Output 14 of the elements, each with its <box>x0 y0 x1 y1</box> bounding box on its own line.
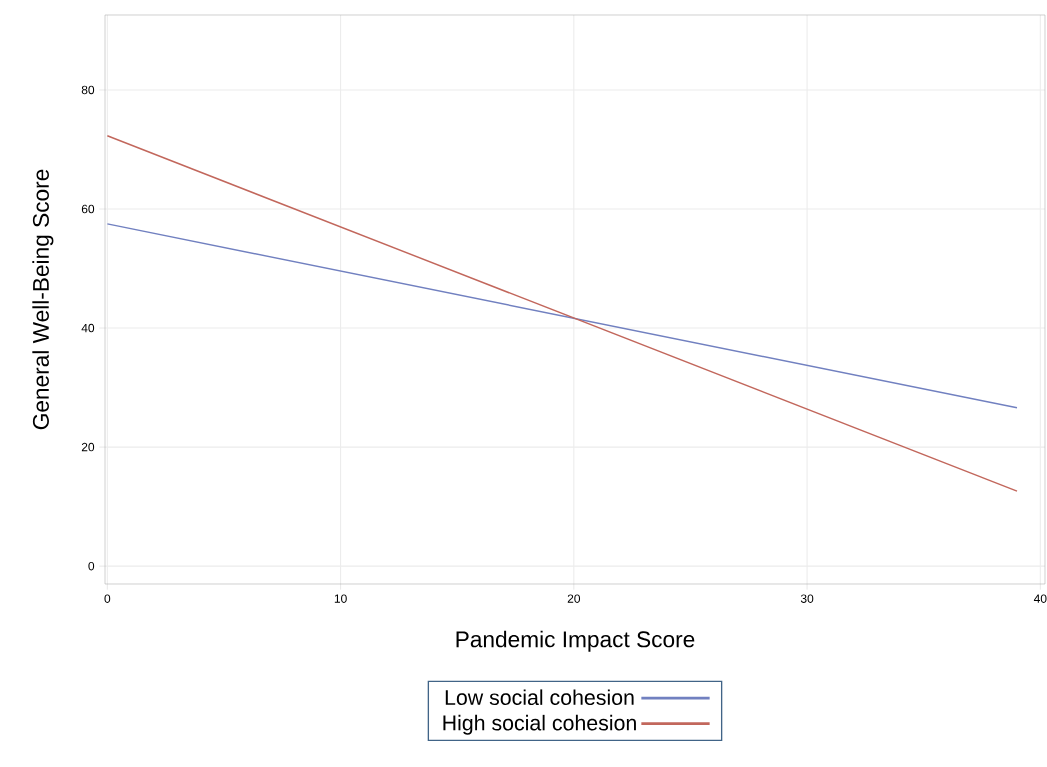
legend-label: Low social cohesion <box>445 689 634 706</box>
y-tick-label: 60 <box>81 204 95 214</box>
legend-label: High social cohesion <box>443 714 636 735</box>
x-tick-label: 0 <box>104 594 111 603</box>
x-tick-label: 20 <box>567 594 581 603</box>
y-axis-title: General Well-Being Score <box>32 169 54 430</box>
y-tick-label: 20 <box>81 442 95 452</box>
y-tick-label: 0 <box>88 561 95 571</box>
x-tick-label: 10 <box>334 594 347 603</box>
y-tick-label: 80 <box>81 85 95 95</box>
x-axis-title: Pandemic Impact Score <box>456 630 695 652</box>
x-tick-label: 30 <box>800 594 814 603</box>
x-tick-label: 40 <box>1033 594 1047 603</box>
y-tick-label: 40 <box>81 323 95 333</box>
